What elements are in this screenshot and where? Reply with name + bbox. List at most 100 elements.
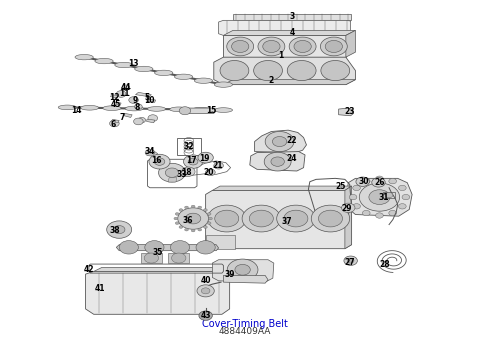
Circle shape <box>344 256 357 265</box>
Circle shape <box>113 226 125 234</box>
Circle shape <box>232 40 249 53</box>
Circle shape <box>191 229 195 232</box>
Text: 16: 16 <box>151 157 161 166</box>
Circle shape <box>122 85 130 90</box>
Circle shape <box>294 40 311 53</box>
Polygon shape <box>214 57 355 85</box>
Circle shape <box>119 240 138 254</box>
Text: 41: 41 <box>95 284 105 293</box>
Text: 32: 32 <box>183 143 194 152</box>
Text: 12: 12 <box>109 93 120 102</box>
Circle shape <box>264 152 291 171</box>
Text: 29: 29 <box>342 204 352 213</box>
Circle shape <box>110 120 119 127</box>
Polygon shape <box>147 99 156 102</box>
Circle shape <box>376 213 383 218</box>
Polygon shape <box>206 235 235 249</box>
Ellipse shape <box>195 78 213 84</box>
Text: 8: 8 <box>134 103 140 112</box>
Circle shape <box>271 157 284 166</box>
Circle shape <box>175 222 179 225</box>
Circle shape <box>134 118 143 125</box>
Text: 30: 30 <box>359 177 369 186</box>
Circle shape <box>220 60 249 81</box>
Text: 25: 25 <box>336 181 346 190</box>
Circle shape <box>154 158 165 165</box>
Circle shape <box>148 115 158 121</box>
Text: 9: 9 <box>133 96 138 105</box>
Text: 21: 21 <box>212 162 223 171</box>
Text: 22: 22 <box>287 136 297 145</box>
Circle shape <box>172 253 186 263</box>
Polygon shape <box>168 178 177 182</box>
Circle shape <box>227 37 254 56</box>
Polygon shape <box>223 35 346 57</box>
Circle shape <box>159 163 185 182</box>
Text: Cover-Timing Belt: Cover-Timing Belt <box>202 319 288 329</box>
Circle shape <box>265 131 294 152</box>
Circle shape <box>198 152 213 163</box>
Polygon shape <box>111 95 118 98</box>
Circle shape <box>376 176 383 181</box>
Polygon shape <box>116 245 219 251</box>
Polygon shape <box>346 30 355 57</box>
Polygon shape <box>94 267 230 271</box>
Circle shape <box>203 209 207 211</box>
Text: 11: 11 <box>119 90 129 99</box>
Circle shape <box>242 205 281 232</box>
Polygon shape <box>141 253 162 263</box>
Polygon shape <box>223 80 355 85</box>
Circle shape <box>277 205 315 232</box>
Circle shape <box>206 169 215 176</box>
Text: 7: 7 <box>120 113 125 122</box>
Text: 4: 4 <box>290 28 294 37</box>
Text: 14: 14 <box>71 105 81 114</box>
Circle shape <box>198 228 202 231</box>
Circle shape <box>145 240 164 254</box>
Circle shape <box>208 205 246 232</box>
Text: 44: 44 <box>121 84 131 93</box>
Circle shape <box>179 107 191 115</box>
Circle shape <box>116 91 126 97</box>
Circle shape <box>107 221 132 238</box>
Circle shape <box>320 37 347 56</box>
Text: 4884409AA: 4884409AA <box>219 327 271 336</box>
Circle shape <box>389 179 396 184</box>
Circle shape <box>398 185 406 190</box>
Circle shape <box>174 217 178 220</box>
Polygon shape <box>180 108 215 113</box>
Circle shape <box>347 258 354 263</box>
Circle shape <box>196 240 215 254</box>
Circle shape <box>258 37 285 56</box>
Text: 15: 15 <box>206 106 217 115</box>
Circle shape <box>284 210 308 227</box>
Polygon shape <box>212 186 352 190</box>
Text: 34: 34 <box>145 147 155 156</box>
Text: 18: 18 <box>181 168 192 177</box>
Ellipse shape <box>214 82 233 87</box>
Circle shape <box>353 204 361 209</box>
Circle shape <box>318 210 343 227</box>
Text: 45: 45 <box>111 100 122 109</box>
Polygon shape <box>114 102 121 105</box>
Circle shape <box>209 217 212 220</box>
Text: 13: 13 <box>128 59 139 68</box>
Ellipse shape <box>147 107 166 111</box>
Circle shape <box>201 288 210 294</box>
Text: 26: 26 <box>374 178 385 187</box>
Circle shape <box>207 222 211 225</box>
Ellipse shape <box>95 58 113 64</box>
Polygon shape <box>147 119 155 123</box>
Text: 35: 35 <box>152 248 163 257</box>
Text: 24: 24 <box>287 154 297 163</box>
Circle shape <box>184 155 203 168</box>
Circle shape <box>287 60 316 81</box>
Polygon shape <box>345 186 352 249</box>
Circle shape <box>356 177 369 186</box>
Ellipse shape <box>80 105 99 110</box>
Circle shape <box>254 60 282 81</box>
Circle shape <box>325 40 343 53</box>
Ellipse shape <box>174 74 193 80</box>
Circle shape <box>135 104 142 109</box>
Polygon shape <box>124 113 132 117</box>
